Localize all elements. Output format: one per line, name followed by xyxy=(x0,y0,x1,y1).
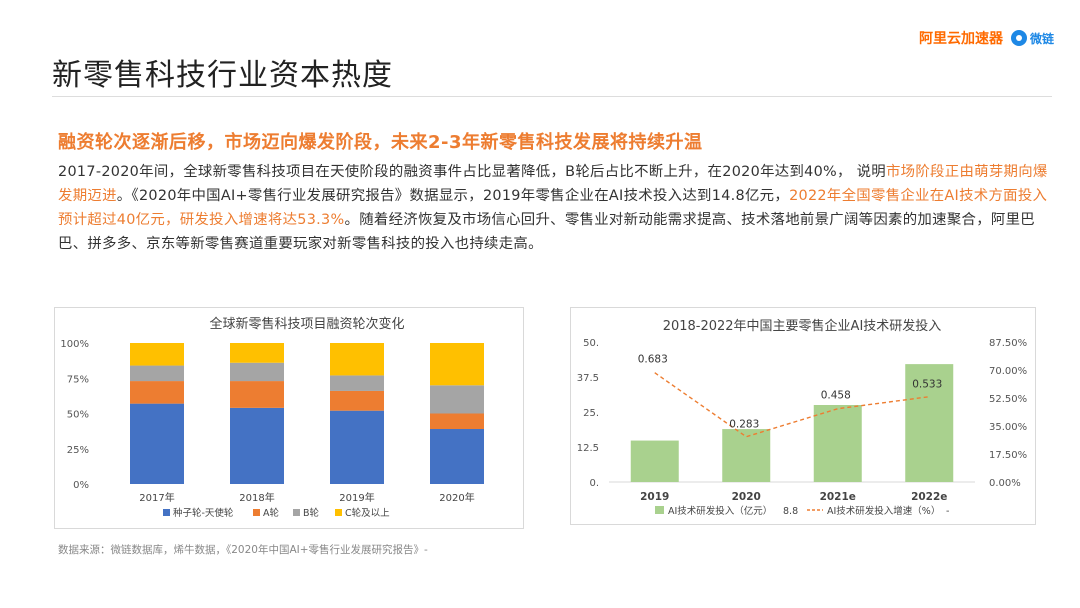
paragraph-part-3: 。随着经济恢复及市场信心回升、零售业对新动能需求提高、技术落地前景广阔等因素的加… xyxy=(58,212,1035,252)
paragraph-highlight-2: 2022年全国零售企业在AI技术方面投入预计超过40亿元，研发投入增速将达53.… xyxy=(58,188,1048,228)
x-tick-label: 2022e xyxy=(911,491,947,503)
chart-title: 2018-2022年中国主要零售企业AI技术研发投入 xyxy=(663,318,942,334)
funding-rounds-chart: 全球新零售科技项目融资轮次变化 0% 25% 50% 75% 100% 2017年 2018年… xyxy=(60,316,484,519)
paragraph-highlight-1: 市场阶段正由萌芽期向爆发期迈进 xyxy=(58,164,1048,204)
line-data-label: 0.458 xyxy=(821,390,851,402)
y-tick-label: 75% xyxy=(67,374,89,385)
section-subtitle: 融资轮次逐渐后移，市场迈向爆发阶段，未来2-3年新零售科技发展将持续升温 xyxy=(58,132,703,153)
x-tick-label: 2020年 xyxy=(439,491,474,504)
x-tick-label: 2019 xyxy=(640,491,669,503)
bar-2-2019年 xyxy=(330,390,384,411)
y-right-tick-label: 0.00% xyxy=(989,478,1021,489)
bar-2-2017年 xyxy=(130,381,184,404)
y-left-tick-label: 0. xyxy=(589,478,599,489)
ai-investment-chart: 2018-2022年中国主要零售企业AI技术研发投入 0. 12.5 25. 37.5 5… xyxy=(577,318,1027,517)
y-tick-label: 25% xyxy=(67,445,89,456)
weilian-logo: 微链 xyxy=(1010,30,1054,47)
growth-line xyxy=(654,372,930,438)
bar-3-2018年 xyxy=(230,362,284,382)
y-left-tick-label: 50. xyxy=(583,338,599,349)
y-right-tick-label: 70.00% xyxy=(989,366,1027,377)
legend-extra-bar: 8.8 xyxy=(783,506,798,517)
bar-4-2018年 xyxy=(230,343,284,363)
aliyun-logo: 阿里云加速器 xyxy=(918,31,1003,47)
bar-1-2017年 xyxy=(130,403,184,484)
bar-1-2019年 xyxy=(330,410,384,484)
page-title: 新零售科技行业资本热度 xyxy=(52,58,393,93)
legend-swatch xyxy=(163,509,170,516)
bar-2-2018年 xyxy=(230,381,284,408)
paragraph-part-1: 2017-2020年间，全球新零售科技项目在天使阶段的融资事件占比显著降低，B轮… xyxy=(58,164,886,180)
bar-4-2019年 xyxy=(330,343,384,376)
y-right-tick-label: 52.50% xyxy=(989,394,1027,405)
x-tick-label: 2018年 xyxy=(239,491,274,504)
funding-rounds-chart-box: 全球新零售科技项目融资轮次变化 0% 25% 50% 75% 100% 2017年 2018年… xyxy=(54,307,524,529)
legend-label-line: AI技术研发投入增速（%） xyxy=(827,505,940,517)
paragraph-part-2: 。《2020年中国AI+零售行业发展研究报告》数据显示，2019年零售企业在AI… xyxy=(116,188,790,204)
x-tick-label: 2020 xyxy=(732,491,761,503)
bar-1-2018年 xyxy=(230,407,284,484)
title-divider xyxy=(52,96,1052,97)
data-source-note: 数据来源：微链数据库，烯牛数据，《2020年中国AI+零售行业发展研究报告》- xyxy=(58,544,428,556)
x-tick-label: 2019年 xyxy=(339,491,374,504)
legend-swatch xyxy=(293,509,300,516)
y-tick-label: 0% xyxy=(73,480,89,491)
legend-swatch xyxy=(253,509,260,516)
bar-2022e xyxy=(905,364,954,482)
legend-label-bar: AI技术研发投入（亿元） xyxy=(668,505,772,517)
legend-label: A轮 xyxy=(263,507,279,519)
bar-1-2020年 xyxy=(430,429,484,484)
legend-label: 种子轮-天使轮 xyxy=(173,507,234,519)
legend-swatch-bar xyxy=(655,506,664,514)
bar-4-2017年 xyxy=(130,343,184,366)
bar-2-2020年 xyxy=(430,413,484,430)
bar-2020 xyxy=(722,429,771,482)
body-paragraph: 2017-2020年间，全球新零售科技项目在天使阶段的融资事件占比显著降低，B轮… xyxy=(58,160,1048,256)
y-left-tick-label: 12.5 xyxy=(577,443,599,454)
ai-investment-chart-box: 2018-2022年中国主要零售企业AI技术研发投入 0. 12.5 25. 37.5 5… xyxy=(570,307,1036,525)
y-right-tick-label: 35.00% xyxy=(989,422,1027,433)
x-tick-label: 2021e xyxy=(820,491,856,503)
legend-swatch xyxy=(335,509,342,516)
weilian-logo-text: 微链 xyxy=(1029,31,1054,46)
line-data-label: 0.533 xyxy=(912,379,942,391)
y-left-tick-label: 25. xyxy=(583,408,599,419)
logo-group: 阿里云加速器 微链 xyxy=(919,28,1054,48)
bar-2021e xyxy=(813,405,862,482)
bar-3-2017年 xyxy=(130,365,184,382)
weilian-logo-icon xyxy=(1010,30,1027,46)
line-data-label: 0.683 xyxy=(638,354,668,366)
y-tick-label: 100% xyxy=(60,339,89,350)
chart-title: 全球新零售科技项目融资轮次变化 xyxy=(209,316,404,332)
y-right-tick-label: 17.50% xyxy=(989,450,1027,461)
bar-4-2020年 xyxy=(430,343,484,386)
y-left-tick-label: 37.5 xyxy=(577,373,599,384)
y-tick-label: 50% xyxy=(67,410,89,421)
y-right-tick-label: 87.50% xyxy=(989,338,1027,349)
legend-label: B轮 xyxy=(303,507,320,519)
legend-label: C轮及以上 xyxy=(345,507,390,519)
x-tick-label: 2017年 xyxy=(139,491,174,504)
legend-extra-line: - xyxy=(946,506,949,517)
bar-2019 xyxy=(630,440,679,482)
bar-3-2020年 xyxy=(430,385,484,414)
bar-3-2019年 xyxy=(330,375,384,391)
line-data-label: 0.283 xyxy=(729,419,759,431)
